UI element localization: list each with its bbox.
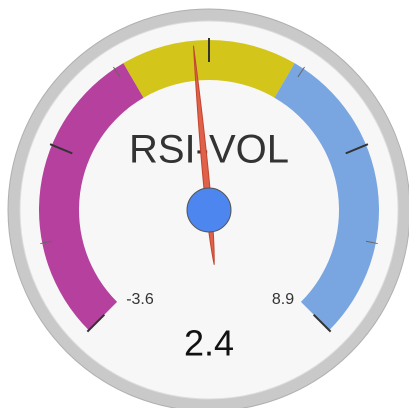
gauge-title: RSI-VOL xyxy=(129,128,289,172)
band xyxy=(123,40,295,98)
minor-tick xyxy=(297,66,305,78)
band xyxy=(38,63,144,331)
minor-tick xyxy=(40,240,53,245)
band xyxy=(274,63,380,331)
minor-tick xyxy=(113,66,121,78)
ticks xyxy=(40,38,378,333)
major-tick xyxy=(86,313,106,333)
needle-hub xyxy=(186,187,232,233)
major-tick xyxy=(49,143,73,155)
major-tick xyxy=(345,143,369,155)
needle-group xyxy=(186,45,232,265)
value-label: 2.4 xyxy=(184,323,234,364)
max-label: 8.9 xyxy=(272,291,294,308)
minor-tick xyxy=(365,240,378,245)
min-label: -3.6 xyxy=(126,291,154,308)
bands xyxy=(38,40,380,331)
major-tick xyxy=(312,313,332,333)
